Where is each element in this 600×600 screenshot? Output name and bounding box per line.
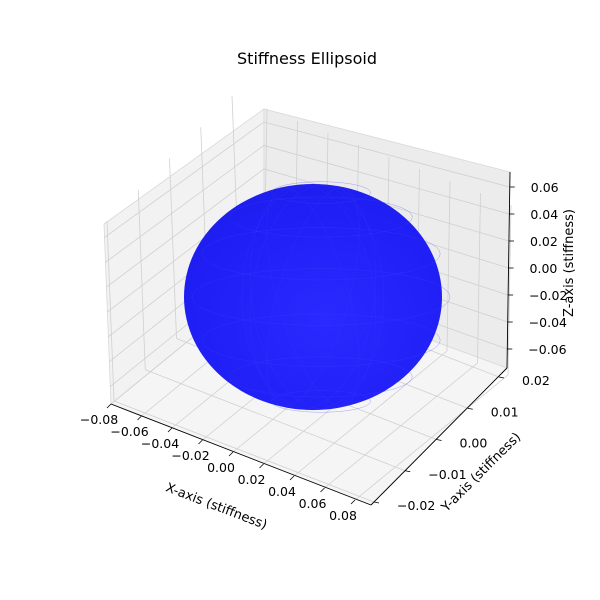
z-tick-label: 0.02 [530, 234, 558, 249]
x-tick-mark [228, 451, 234, 457]
x-tick-label: −0.04 [141, 436, 179, 451]
x-axis-line [110, 403, 372, 506]
x-gridline-back [477, 192, 481, 364]
y-tick-label: 0.00 [460, 436, 488, 451]
x-tick-label: 0.08 [329, 508, 357, 523]
x-tick-mark [167, 427, 173, 433]
x-tick-mark [106, 403, 112, 409]
mesh-latitude [271, 390, 371, 413]
ellipsoid-surface [184, 181, 451, 413]
x-gridline-back [507, 204, 512, 376]
x-tick-mark [259, 463, 264, 469]
mesh-latitude [229, 196, 413, 238]
z-tick-label: −0.04 [529, 315, 567, 330]
mesh-longitude [249, 184, 377, 410]
x-tick-label: 0.06 [299, 496, 327, 511]
mesh-latitude [229, 356, 413, 398]
z-gridline [103, 121, 510, 239]
z-tick-label: 0.06 [531, 180, 559, 195]
y-tick-label: −0.01 [428, 467, 466, 482]
y-gridline-floor [113, 400, 375, 503]
y-gridline-left [106, 220, 115, 402]
z-tick-label: −0.02 [529, 288, 567, 303]
y-tick-mark [498, 376, 505, 379]
mesh-longitude [241, 183, 385, 411]
z-tick-label: 0.00 [530, 261, 558, 276]
x-tick-label: −0.02 [171, 448, 209, 463]
ellipsoid-body [184, 184, 442, 410]
y-tick-mark [405, 470, 411, 473]
x-tick-label: −0.06 [110, 424, 148, 439]
z-axis-line [506, 171, 511, 369]
x-tick-mark [320, 487, 325, 493]
z-tick-label: −0.06 [528, 342, 566, 357]
y-axis-line [370, 367, 508, 506]
ellipsoid-mesh [191, 181, 451, 413]
x-tick-mark [289, 475, 295, 481]
mesh-longitude [266, 187, 360, 407]
y-tick-label: 0.01 [491, 404, 519, 419]
mesh-longitude [266, 187, 360, 407]
y-ticks: −0.02 −0.01 0.00 0.01 0.02 [373, 373, 550, 513]
z-axis-label: Z-axis (stiffness) [562, 209, 577, 317]
x-axis-label: X-axis (stiffness) [163, 480, 269, 533]
x-tick-mark [350, 499, 356, 505]
z-gridline [105, 168, 510, 288]
x-gridline-back [446, 180, 451, 352]
y-tick-mark [436, 439, 442, 441]
x-tick-mark [198, 439, 203, 445]
x-tick-label: −0.08 [80, 412, 118, 427]
y-gridline-left [137, 189, 146, 370]
y-tick-label: 0.02 [522, 373, 550, 388]
mesh-longitude [249, 184, 377, 410]
mesh-latitude [201, 227, 441, 281]
x-tick-label: 0.04 [268, 484, 296, 499]
x-ticks: −0.08−0.06−0.04−0.020.000.020.040.060.08 [80, 403, 357, 523]
mesh-latitude [201, 313, 441, 367]
mesh-latitude [271, 181, 371, 204]
y-gridline-floor [145, 369, 406, 472]
chart-title: Stiffness Ellipsoid [237, 49, 377, 68]
z-ticks: −0.06 −0.04 −0.02 0.00 0.02 0.04 0.06 [507, 180, 567, 357]
mesh-latitude [191, 268, 451, 326]
x-tick-label: 0.00 [207, 460, 235, 475]
x-tick-mark [137, 415, 142, 421]
z-gridline [104, 144, 510, 263]
z-tick-label: 0.04 [530, 207, 558, 222]
z-gridline [106, 191, 509, 313]
y-tick-label: −0.02 [397, 498, 435, 513]
y-gridline-left [169, 158, 177, 339]
x-tick-label: 0.02 [238, 472, 266, 487]
y-tick-mark [373, 501, 380, 504]
y-tick-mark [467, 407, 473, 410]
